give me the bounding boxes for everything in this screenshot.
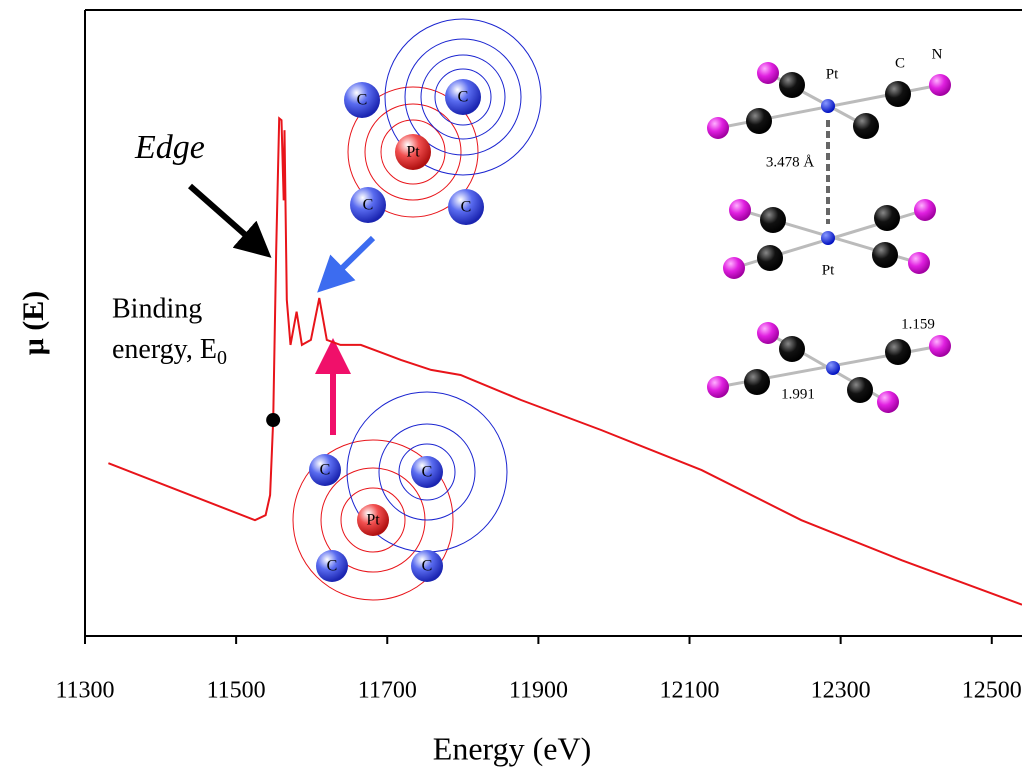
- x-tick-label: 11700: [358, 678, 417, 704]
- atom: [746, 108, 772, 134]
- atom-label: C: [422, 464, 433, 481]
- atom: [929, 335, 951, 357]
- atom-label: C: [320, 462, 331, 479]
- atom-label: C: [461, 199, 472, 216]
- atom-label: C: [357, 92, 368, 109]
- atom-label: C: [458, 89, 469, 106]
- atom: [707, 117, 729, 139]
- x-tick-label: 12300: [811, 678, 871, 704]
- molecule-label: Pt: [822, 262, 835, 278]
- atom: [707, 376, 729, 398]
- scattering-diagram: [348, 19, 541, 217]
- binding-subscript: 0: [217, 347, 227, 369]
- atom: [757, 62, 779, 84]
- atom: [779, 336, 805, 362]
- distance-label: 3.478 Å: [766, 154, 815, 170]
- x-tick-label: 12100: [660, 678, 720, 704]
- x-tick-label: 11300: [55, 678, 114, 704]
- atom: [757, 245, 783, 271]
- blue-arrow: [330, 238, 373, 280]
- atom: [872, 242, 898, 268]
- x-tick-label: 11900: [509, 678, 568, 704]
- atom: [821, 231, 835, 245]
- binding-label: energy, E0: [112, 334, 227, 368]
- atom: [885, 339, 911, 365]
- molecule-label: N: [932, 46, 943, 62]
- page: {"chart_data": {"type": "line", "x_label…: [0, 0, 1022, 778]
- atom-label: C: [327, 558, 338, 575]
- atom: [914, 199, 936, 221]
- x-axis-label: Energy (eV): [433, 730, 591, 766]
- y-axis-label: μ (E): [17, 291, 50, 356]
- atom: [908, 252, 930, 274]
- atom: [779, 72, 805, 98]
- spectrum-line: [108, 118, 1022, 604]
- atom: [744, 369, 770, 395]
- atom-label: C: [363, 197, 374, 214]
- edge-arrow: [190, 186, 258, 246]
- atom: [885, 81, 911, 107]
- atom: [821, 99, 835, 113]
- atom-label: C: [422, 558, 433, 575]
- edge-marker: [266, 413, 280, 427]
- atom: [853, 113, 879, 139]
- atom: [826, 361, 840, 375]
- atom-label: Pt: [406, 144, 420, 161]
- atom: [874, 205, 900, 231]
- molecule-label: Pt: [826, 66, 839, 82]
- molecule-label: C: [895, 55, 905, 71]
- x-tick-label: 11500: [207, 678, 266, 704]
- bond-length-label: 1.991: [781, 386, 815, 402]
- atom: [729, 199, 751, 221]
- atom: [877, 391, 899, 413]
- binding-text: energy, E: [112, 334, 217, 365]
- atom: [760, 207, 786, 233]
- axes-frame: [85, 10, 1022, 636]
- bond-length-label: 1.159: [901, 316, 935, 332]
- atom: [757, 322, 779, 344]
- binding-label: Binding: [112, 293, 202, 324]
- atoms: C C Pt C C: [309, 454, 443, 582]
- atom-label: Pt: [366, 512, 380, 529]
- chart: Energy (eV) μ (E) Edge Binding energy, E…: [0, 0, 1022, 778]
- atom: [723, 257, 745, 279]
- atom: [929, 74, 951, 96]
- edge-label: Edge: [134, 129, 205, 166]
- x-tick-label: 12500: [962, 678, 1022, 704]
- atom: [847, 377, 873, 403]
- molecule-atoms: [707, 62, 951, 413]
